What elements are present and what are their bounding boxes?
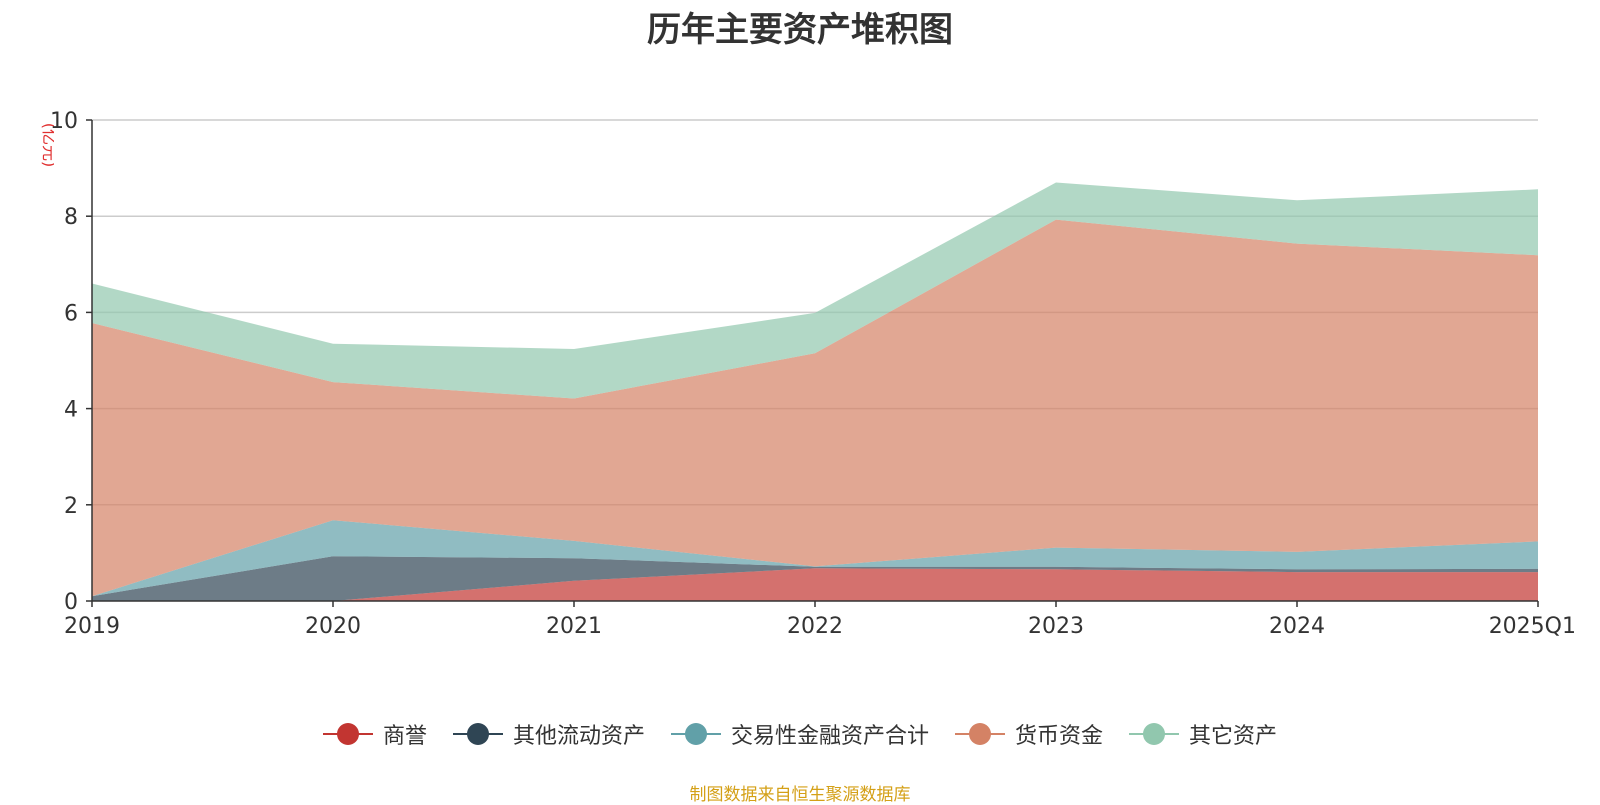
area-货币资金 bbox=[92, 219, 1538, 597]
y-tick-label: 8 bbox=[64, 205, 78, 230]
legend-swatch-icon bbox=[955, 723, 1005, 745]
legend-swatch-icon bbox=[670, 723, 721, 745]
x-tick-label: 2022 bbox=[787, 614, 843, 639]
legend-item[interactable]: 货币资金 bbox=[955, 718, 1103, 750]
legend-label: 其它资产 bbox=[1189, 724, 1278, 749]
x-tick-label: 2024 bbox=[1269, 614, 1325, 639]
legend-item[interactable]: 其它资产 bbox=[1129, 718, 1277, 750]
x-tick-label: 2020 bbox=[305, 614, 361, 639]
x-tick-label: 2019 bbox=[64, 614, 120, 639]
y-tick-label: 0 bbox=[64, 590, 78, 615]
area-其他流动资产 bbox=[92, 556, 1538, 601]
y-tick-label: 10 bbox=[50, 109, 78, 134]
area-其它资产 bbox=[92, 182, 1538, 399]
legend-item[interactable]: 商誉 bbox=[322, 718, 427, 750]
area-交易性金融资产合计 bbox=[92, 520, 1538, 597]
legend-swatch-icon bbox=[322, 723, 373, 745]
legend-item[interactable]: 其他流动资产 bbox=[452, 718, 645, 750]
legend-label: 商誉 bbox=[382, 724, 427, 749]
legend-swatch-icon bbox=[452, 723, 503, 745]
y-tick-label: 6 bbox=[64, 301, 78, 326]
legend-label: 货币资金 bbox=[1015, 724, 1104, 749]
source-note: 制图数据来自恒生聚源数据库 bbox=[689, 785, 911, 805]
legend-label: 交易性金融资产合计 bbox=[730, 724, 929, 749]
unit-label: (亿元) bbox=[40, 123, 54, 168]
area-商誉 bbox=[92, 568, 1538, 601]
legend-item[interactable]: 交易性金融资产合计 bbox=[670, 718, 929, 750]
legend-swatch-icon bbox=[1129, 723, 1180, 745]
x-tick-label: 2023 bbox=[1028, 614, 1084, 639]
chart-title: 历年主要资产堆积图 bbox=[647, 10, 953, 50]
y-tick-label: 2 bbox=[64, 494, 78, 519]
y-tick-label: 4 bbox=[64, 398, 78, 423]
legend: 商誉 其他流动资产 交易性金融资产合计 货币资金 其它资产 bbox=[0, 718, 1600, 750]
chart-plot: 0 2 4 6 8 10 2019 2020 2021 2022 2023 2024 2025Q1 bbox=[50, 109, 1576, 639]
x-tick-label: 2021 bbox=[546, 614, 602, 639]
legend-label: 其他流动资产 bbox=[512, 724, 645, 749]
x-tick-label: 2025Q1 bbox=[1489, 614, 1576, 639]
unit-label-text: (亿元) bbox=[40, 123, 54, 168]
